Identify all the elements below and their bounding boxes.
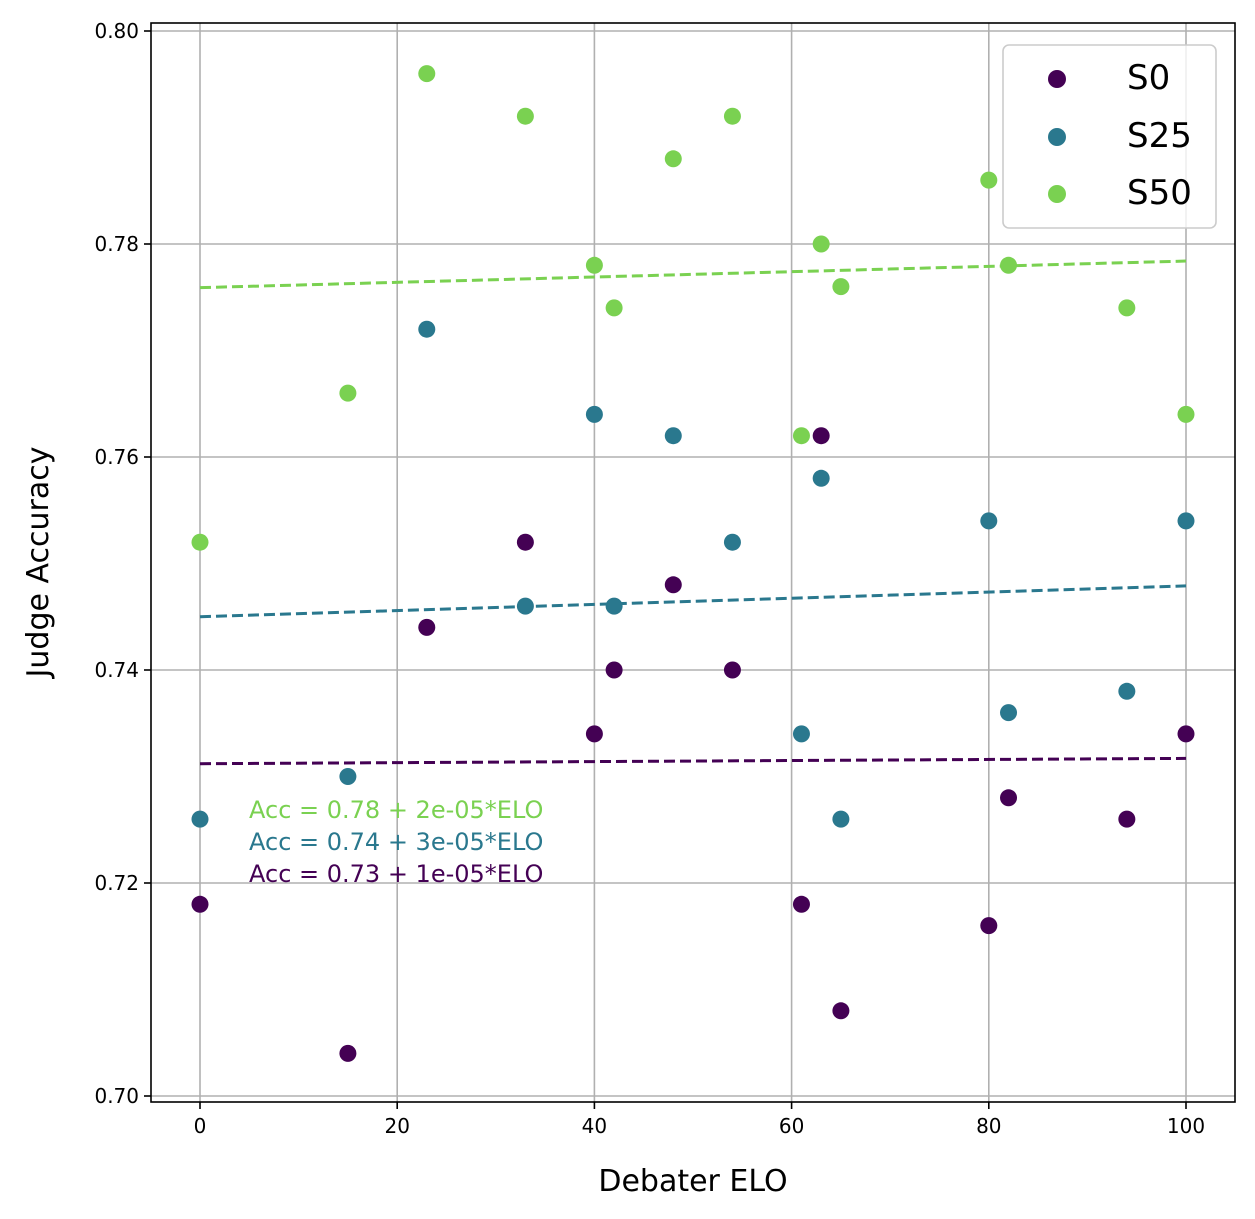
point-s0 (1177, 725, 1195, 743)
point-s0 (1000, 789, 1018, 807)
point-s25 (1118, 682, 1136, 700)
annotation-s50: Acc = 0.78 + 2e-05*ELO (249, 796, 543, 824)
x-tick-label: 40 (582, 1114, 607, 1138)
plot-frame (150, 22, 1236, 1103)
point-s0 (1118, 810, 1136, 828)
legend-marker-s50 (1048, 185, 1066, 203)
point-s50 (585, 256, 603, 274)
point-s50 (418, 65, 436, 83)
point-s0 (191, 895, 209, 913)
legend-item-s25: S25 (1048, 116, 1192, 156)
point-s25 (585, 405, 603, 423)
point-s0 (792, 895, 810, 913)
point-s50 (664, 150, 682, 168)
x-tick-label: 100 (1167, 1114, 1205, 1138)
legend-label-s25: S25 (1127, 116, 1192, 156)
fit-line-s50 (199, 259, 1187, 290)
y-tick-label: 0.70 (94, 1084, 139, 1108)
point-s50 (723, 107, 741, 125)
point-s50 (1000, 256, 1018, 274)
annotation-s25: Acc = 0.74 + 3e-05*ELO (249, 828, 543, 856)
data-points (191, 65, 1195, 1062)
point-s25 (418, 320, 436, 338)
legend: S0 S25 S50 (1002, 44, 1217, 229)
point-s0 (723, 661, 741, 679)
point-s0 (812, 427, 830, 445)
y-tick-label: 0.74 (94, 658, 139, 682)
legend-item-s0: S0 (1048, 58, 1170, 98)
point-s25 (832, 810, 850, 828)
point-s0 (832, 1002, 850, 1020)
point-s50 (812, 235, 830, 253)
point-s25 (1177, 512, 1195, 530)
point-s50 (605, 299, 623, 317)
x-axis-ticks: 0 20 40 60 80 100 (194, 1102, 1205, 1138)
point-s0 (418, 618, 436, 636)
fit-lines (199, 259, 1187, 766)
fit-line-s0 (199, 756, 1187, 766)
legend-label-s0: S0 (1127, 58, 1170, 98)
point-s0 (980, 917, 998, 935)
legend-marker-s0 (1048, 70, 1066, 88)
y-tick-label: 0.76 (94, 445, 139, 469)
x-tick-label: 80 (976, 1114, 1001, 1138)
point-s25 (1000, 704, 1018, 722)
x-axis-label: Debater ELO (598, 1164, 787, 1199)
x-tick-label: 20 (384, 1114, 409, 1138)
legend-item-s50: S50 (1048, 173, 1192, 213)
fit-annotations: Acc = 0.78 + 2e-05*ELO Acc = 0.74 + 3e-0… (249, 796, 543, 888)
y-axis-label: Judge Accuracy (21, 447, 56, 680)
point-s0 (664, 576, 682, 594)
x-tick-label: 60 (779, 1114, 804, 1138)
annotation-s0: Acc = 0.73 + 1e-05*ELO (249, 860, 543, 888)
point-s50 (832, 278, 850, 296)
y-axis-ticks: 0.70 0.72 0.74 0.76 0.78 0.80 (94, 19, 151, 1108)
legend-box (1002, 44, 1217, 229)
x-tick-label: 0 (194, 1114, 207, 1138)
point-s50 (516, 107, 534, 125)
point-s25 (812, 469, 830, 487)
point-s0 (516, 533, 534, 551)
point-s25 (664, 427, 682, 445)
legend-marker-s25 (1048, 128, 1066, 146)
point-s50 (792, 427, 810, 445)
point-s0 (339, 1044, 357, 1062)
legend-label-s50: S50 (1127, 173, 1192, 213)
point-s0 (605, 661, 623, 679)
point-s50 (980, 171, 998, 189)
point-s50 (191, 533, 209, 551)
point-s50 (1177, 405, 1195, 423)
point-s25 (723, 533, 741, 551)
point-s25 (516, 597, 534, 615)
y-tick-label: 0.78 (94, 232, 139, 256)
point-s25 (605, 597, 623, 615)
y-tick-label: 0.72 (94, 871, 139, 895)
y-tick-label: 0.80 (94, 19, 139, 43)
point-s50 (1118, 299, 1136, 317)
point-s0 (585, 725, 603, 743)
point-s25 (339, 768, 357, 785)
point-s25 (792, 725, 810, 743)
point-s50 (339, 384, 357, 402)
point-s25 (980, 512, 998, 530)
fit-line-s25 (199, 584, 1187, 619)
point-s25 (191, 810, 209, 828)
